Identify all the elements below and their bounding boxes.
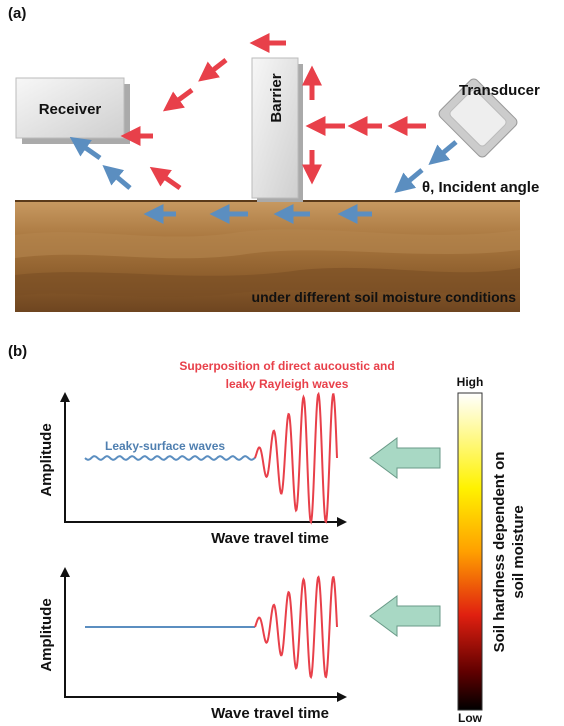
colorbar <box>457 392 483 711</box>
blue-arrows <box>69 136 458 224</box>
angle-label: θ, Incident angle <box>422 179 539 196</box>
superposition-label: Superposition of direct aucoustic and <box>179 359 394 373</box>
receiver-label: Receiver <box>39 101 102 118</box>
colorbar-high: High <box>457 375 484 389</box>
block-arrow <box>369 595 441 637</box>
axes <box>64 394 345 523</box>
transducer-label: Transducer <box>459 82 540 99</box>
rayleigh-wave <box>254 391 338 525</box>
panel-label: (b) <box>8 343 27 360</box>
panel-label: (a) <box>8 5 26 22</box>
superposition-label: leaky Rayleigh waves <box>226 377 349 391</box>
x-axis-label: Wave travel time <box>211 530 329 547</box>
receiver <box>15 77 125 139</box>
y-axis-label: Amplitude <box>38 598 55 671</box>
block-arrow <box>369 437 441 479</box>
leaky-label: Leaky-surface waves <box>105 439 225 453</box>
colorbar-low: Low <box>458 711 483 725</box>
transducer <box>438 78 518 158</box>
red-arrows <box>120 33 426 191</box>
soil-caption: under different soil moisture conditions <box>252 289 517 305</box>
soil-layer <box>15 229 520 259</box>
barrier <box>251 57 299 199</box>
leaky-wave <box>84 455 256 461</box>
colorbar-title: Soil hardness dependent on <box>491 452 508 653</box>
x-axis-label: Wave travel time <box>211 705 329 722</box>
barrier-label: Barrier <box>268 73 285 122</box>
y-axis-label: Amplitude <box>38 423 55 496</box>
soil-layer <box>15 267 520 298</box>
rayleigh-wave <box>254 575 338 680</box>
axes <box>64 569 345 698</box>
colorbar-title: soil moisture <box>510 505 527 598</box>
